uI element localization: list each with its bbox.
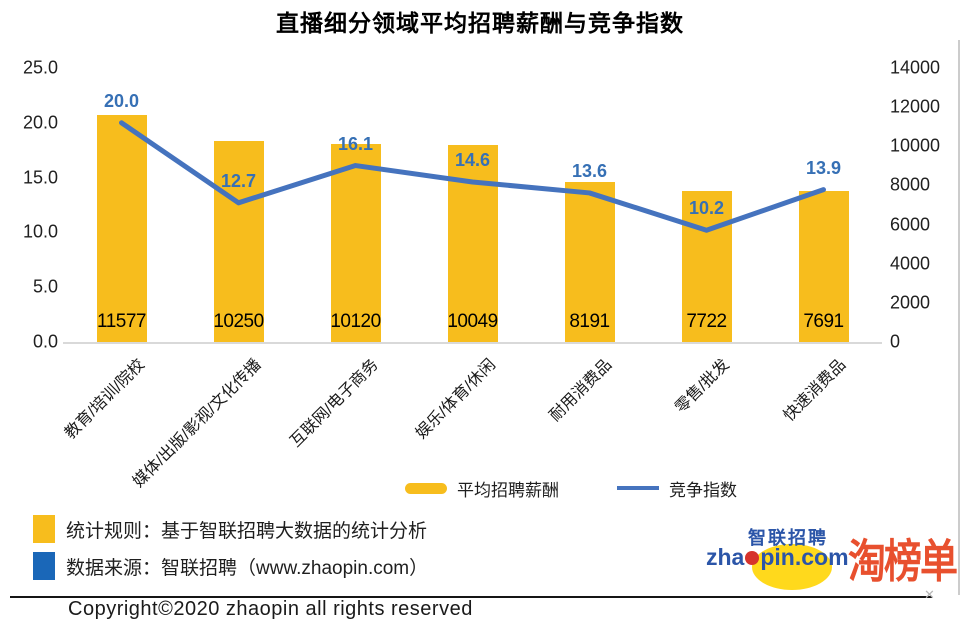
zhaopin-logo: 智联招聘 zha pin.com 淘榜单 <box>700 518 958 598</box>
note-data-source-text: 数据来源：智联招聘（www.zhaopin.com） <box>66 557 429 579</box>
y-axis-left-tick: 25.0 <box>22 57 58 78</box>
y-axis-left-tick: 15.0 <box>22 167 58 188</box>
note-data-source: 数据来源：智联招聘（www.zhaopin.com） <box>33 550 428 582</box>
y-axis-right-tick: 8000 <box>890 174 931 195</box>
right-edge-shadow <box>958 40 960 595</box>
legend-line-swatch-icon <box>617 486 659 490</box>
x-category-label: 耐用消费品 <box>547 356 616 425</box>
legend-line-label: 竞争指数 <box>669 480 737 500</box>
taobangdan-badge: 淘榜单 <box>848 537 958 588</box>
y-axis-left-tick: 10.0 <box>22 221 58 242</box>
bar <box>96 115 147 342</box>
blue-square-icon <box>33 552 55 580</box>
y-axis-right-tick: 6000 <box>890 214 931 235</box>
x-category-label: 零售/批发 <box>672 356 733 417</box>
legend-bar-label: 平均招聘薪酬 <box>457 480 559 500</box>
logo-brand-cn: 智联招聘 <box>748 528 828 548</box>
y-axis-right-tick: 14000 <box>890 57 941 78</box>
line-point-label: 14.6 <box>454 149 491 170</box>
y-axis-left-tick: 20.0 <box>22 112 58 133</box>
yellow-square-icon <box>33 515 55 543</box>
chart-title: 直播细分领域平均招聘薪酬与竞争指数 <box>276 10 684 36</box>
x-category-label: 媒体/出版/影视/文化传播 <box>130 356 265 491</box>
bar-value-label: 10250 <box>213 311 264 332</box>
bar-value-label: 10049 <box>447 311 498 332</box>
logo-url-prefix: zha <box>706 544 745 570</box>
x-category-label: 娱乐/体育/休闲 <box>412 356 499 443</box>
line-point-label: 13.9 <box>805 157 842 178</box>
y-axis-left-tick: 0.0 <box>32 331 58 352</box>
legend-bar-swatch-icon <box>405 482 447 494</box>
divider-end-mark: ✕ <box>924 587 935 602</box>
x-category-label: 互联网/电子商务 <box>287 356 382 451</box>
bar-value-label: 10120 <box>330 311 381 332</box>
y-axis-right-tick: 10000 <box>890 135 941 156</box>
bar-value-label: 11577 <box>97 311 146 332</box>
x-axis-line <box>63 342 882 344</box>
note-statistics-rule: 统计规则：基于智联招聘大数据的统计分析 <box>33 513 427 545</box>
line-point-label: 16.1 <box>337 133 374 154</box>
line-point-label: 13.6 <box>571 160 608 181</box>
bar-value-label: 8191 <box>569 311 610 332</box>
note-statistics-rule-text: 统计规则：基于智联招聘大数据的统计分析 <box>66 520 428 542</box>
y-axis-right-tick: 0 <box>890 331 901 352</box>
y-axis-right-tick: 4000 <box>890 253 931 274</box>
y-axis-left-tick: 5.0 <box>32 276 58 297</box>
logo-red-dot-icon <box>745 551 760 565</box>
x-category-label: 教育/培训/院校 <box>61 356 148 443</box>
bar-value-label: 7722 <box>686 311 727 332</box>
bar-value-label: 7691 <box>803 311 844 332</box>
line-point-label: 12.7 <box>220 170 257 191</box>
logo-url: zha pin.com <box>706 544 849 571</box>
y-axis-right-tick: 2000 <box>890 292 931 313</box>
copyright-text: Copyright©2020 zhaopin all rights reserv… <box>68 598 473 620</box>
legend: 平均招聘薪酬 竞争指数 <box>405 478 737 500</box>
line-point-label: 10.2 <box>688 198 725 219</box>
logo-ellipse-icon <box>752 544 832 590</box>
logo-url-suffix: pin.com <box>760 544 849 570</box>
footer-divider <box>10 596 932 598</box>
line-point-label: 20.0 <box>103 90 140 111</box>
x-category-label: 快速消费品 <box>781 356 850 425</box>
y-axis-right-tick: 12000 <box>890 96 941 117</box>
